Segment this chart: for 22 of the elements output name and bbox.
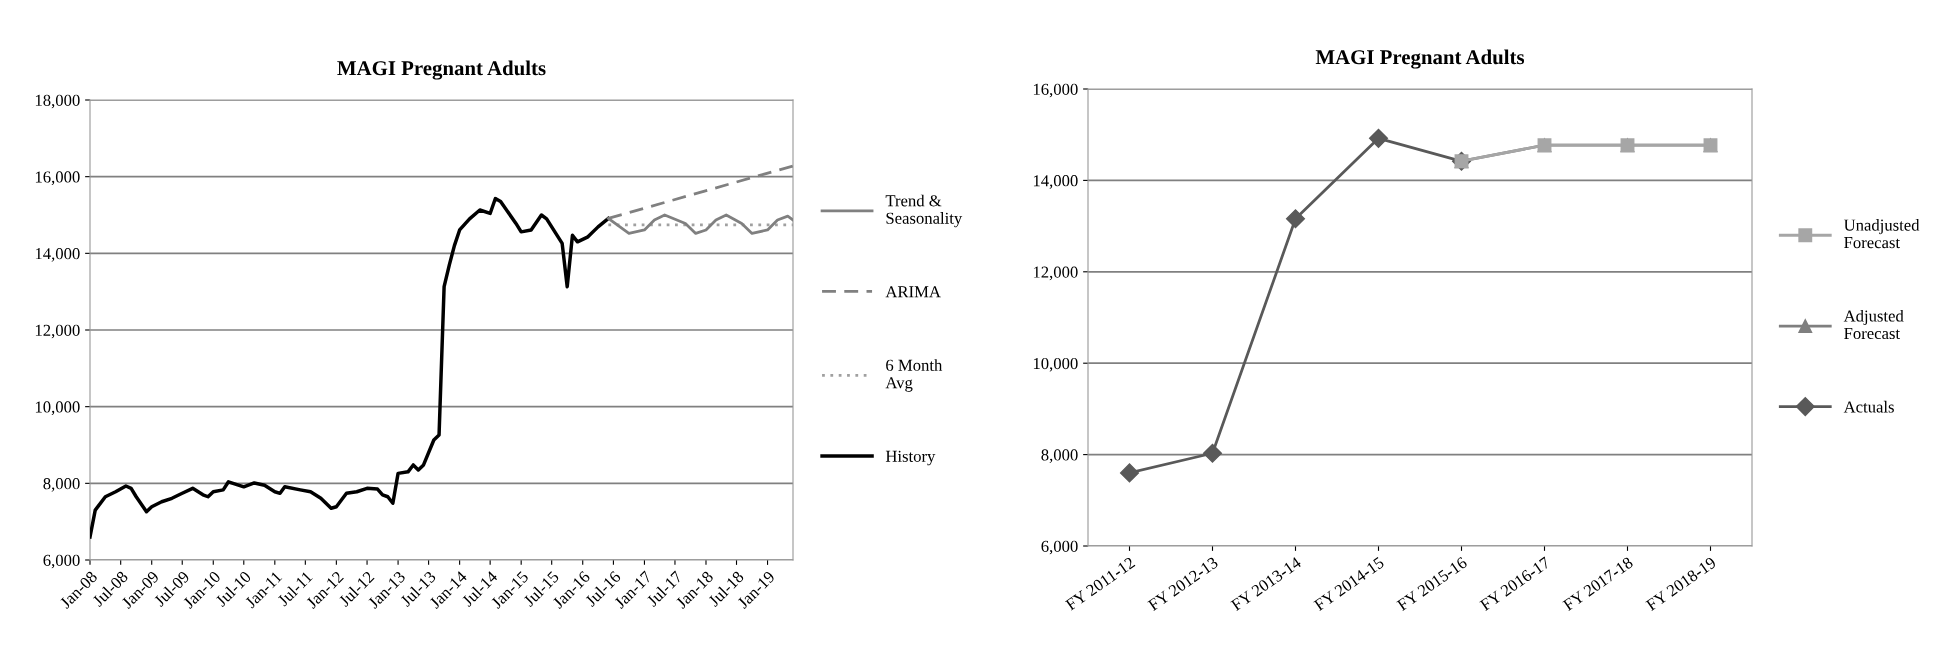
y-tick-label: 8,000 (1041, 449, 1078, 463)
legend-label: Actuals (1843, 400, 1894, 413)
y-tick-label: 16,000 (1033, 83, 1078, 98)
legend-label: Trend & Seasonality (885, 194, 963, 228)
y-tick-label: 6,000 (1041, 540, 1078, 555)
legend-label: Adjusted Forecast (1843, 309, 1904, 340)
y-tick-label: 10,000 (1033, 357, 1078, 372)
y-tick-label: 6,000 (43, 554, 80, 569)
chart-title: MAGI Pregnant Adults (1315, 49, 1525, 69)
y-tick-label: 18,000 (35, 94, 80, 109)
legend-label: History (885, 450, 936, 466)
legend-label: ARIMA (885, 286, 941, 298)
y-tick-label: 14,000 (1033, 175, 1078, 189)
y-tick-label: 12,000 (35, 324, 80, 339)
y-tick-label: 8,000 (43, 478, 80, 492)
chart-title: MAGI Pregnant Adults (337, 60, 546, 80)
y-tick-label: 14,000 (35, 248, 80, 262)
legend-label: 6 Month Avg (885, 359, 943, 392)
legend-label: Unadjusted Forecast (1843, 219, 1920, 249)
y-tick-label: 12,000 (1033, 266, 1078, 281)
y-tick-label: 16,000 (35, 171, 80, 186)
y-tick-label: 10,000 (35, 401, 80, 416)
